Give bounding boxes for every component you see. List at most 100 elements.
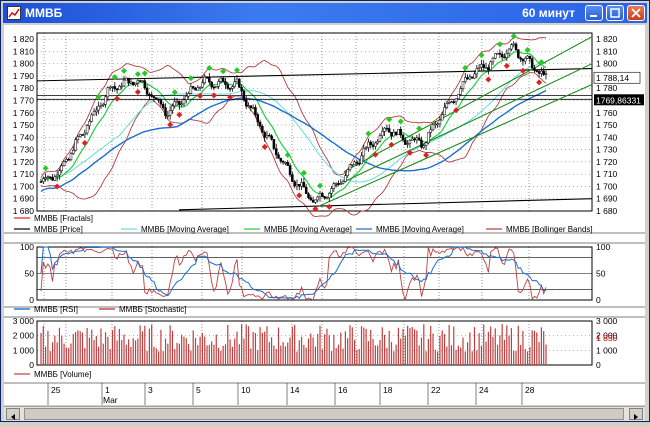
price-bar-body <box>247 105 250 108</box>
time-axis-month-label: Mar <box>103 395 118 405</box>
volume-tick-label-left: 3 000 <box>13 316 35 326</box>
fractal-down-marker <box>372 151 379 158</box>
time-axis-day-label: 10 <box>241 385 251 395</box>
price-bar-body <box>164 107 167 117</box>
volume-tick-label-right: 3 000 <box>596 316 618 326</box>
price-bar-body <box>198 86 202 89</box>
price-bar-body <box>196 87 200 91</box>
price-bar-body <box>65 159 68 162</box>
price-bar-body <box>316 196 319 201</box>
price-bar-body <box>125 77 128 81</box>
price-bar-body <box>51 177 54 181</box>
fractal-up-marker <box>538 59 545 66</box>
price-bar-body <box>55 174 59 177</box>
channel-middle-line <box>333 63 593 187</box>
price-bar-body <box>507 48 511 54</box>
fractal-up-marker <box>171 89 178 96</box>
price-bar-body <box>528 55 532 59</box>
price-bar-body <box>438 119 442 125</box>
price-bar-body <box>374 142 377 147</box>
time-axis-day-label: 5 <box>196 385 201 395</box>
price-bar-body <box>521 58 525 62</box>
price-bar-body <box>461 81 465 89</box>
fractal-up-marker <box>187 75 194 82</box>
price-bar-body <box>270 135 273 140</box>
scroll-thumb[interactable] <box>24 408 624 420</box>
price-bar-body <box>291 174 294 182</box>
price-bar-body <box>339 183 343 185</box>
price-bar-body <box>517 49 520 59</box>
price-bar-body <box>258 121 262 127</box>
price-bar-body <box>452 101 456 103</box>
chart-svg[interactable]: 1 820 1 810 1 800 1 790 1 780 1 770 1 760 1 750… <box>4 25 645 405</box>
scroll-left-button[interactable] <box>6 408 20 420</box>
price-bar-body <box>390 131 393 137</box>
title-bar[interactable]: ММВБ 60 минут <box>3 3 647 23</box>
price-tick-label-right: 1 680 <box>596 206 618 216</box>
price-bar-body <box>470 76 474 79</box>
maximize-button[interactable] <box>606 5 624 21</box>
price-bar-body <box>330 188 333 194</box>
price-tick-label-left: 1 690 <box>13 194 35 204</box>
fractal-up-marker <box>95 93 102 100</box>
fractal-up-marker <box>478 52 485 59</box>
price-bar-body <box>42 178 45 182</box>
fractal-up-marker <box>42 165 49 172</box>
price-bar-body <box>171 105 174 111</box>
price-bar-body <box>185 95 188 100</box>
channel-lower-line <box>318 84 593 207</box>
price-bar-body <box>540 70 543 74</box>
price-bar-body <box>344 175 347 182</box>
price-bar-body <box>457 94 460 100</box>
price-bar-body <box>401 134 405 141</box>
price-bar-body <box>99 105 103 107</box>
current-volume-label: 1 850 <box>596 333 618 343</box>
price-bar-body <box>155 97 158 100</box>
price-bar-body <box>355 161 359 164</box>
price-bar-body <box>277 154 280 159</box>
fractal-down-marker <box>210 92 217 99</box>
price-bar-body <box>85 125 89 134</box>
oscillator-tick-label-left: 0 <box>29 295 34 305</box>
price-bar-body <box>210 81 213 88</box>
fractal-up-marker <box>510 33 517 40</box>
price-bar-body <box>97 105 100 111</box>
price-bar-body <box>138 80 142 82</box>
chart-area[interactable]: 1 820 1 810 1 800 1 790 1 780 1 770 1 760 1 750… <box>4 25 645 405</box>
price-bar-body <box>475 68 479 75</box>
price-bar-body <box>242 90 246 101</box>
time-axis-day-label: 3 <box>148 385 153 395</box>
fractal-down-marker <box>423 152 430 159</box>
price-bar-body <box>180 103 183 106</box>
timeframe-label[interactable]: 60 минут <box>522 6 575 20</box>
fractal-up-marker <box>317 182 324 189</box>
price-tick-label-left: 1 680 <box>13 206 35 216</box>
price-bar-body <box>424 142 428 146</box>
volume-tick-label-left: 2 000 <box>13 331 35 341</box>
minimize-button[interactable] <box>585 5 603 21</box>
price-bar-body <box>399 128 402 136</box>
price-bar-body <box>307 193 310 199</box>
price-bar-body <box>298 184 301 187</box>
price-bar-body <box>533 67 536 71</box>
close-button[interactable] <box>627 5 645 21</box>
price-tick-label-right: 1 780 <box>596 83 618 93</box>
price-bar-body <box>406 143 409 145</box>
price-bar-body <box>281 160 285 163</box>
fractal-down-marker <box>503 62 510 69</box>
price-tick-label-left: 1 720 <box>13 157 35 167</box>
price-tick-label-left: 1 730 <box>13 145 35 155</box>
horizontal-scrollbar[interactable] <box>4 406 645 421</box>
price-bar-body <box>265 134 269 138</box>
fractal-down-marker <box>453 107 460 114</box>
oscillator-tick-label-left: 100 <box>20 242 34 252</box>
price-bar-body <box>385 127 389 130</box>
price-bar-body <box>115 88 119 91</box>
oscillator-tick-label-right: 100 <box>596 242 610 252</box>
price-bar-body <box>323 196 326 199</box>
price-bar-body <box>519 57 522 60</box>
rsi-line <box>40 246 547 299</box>
price-bar-body <box>362 148 366 157</box>
price-tick-label-right: 1 700 <box>596 181 618 191</box>
scroll-right-button[interactable] <box>629 408 643 420</box>
